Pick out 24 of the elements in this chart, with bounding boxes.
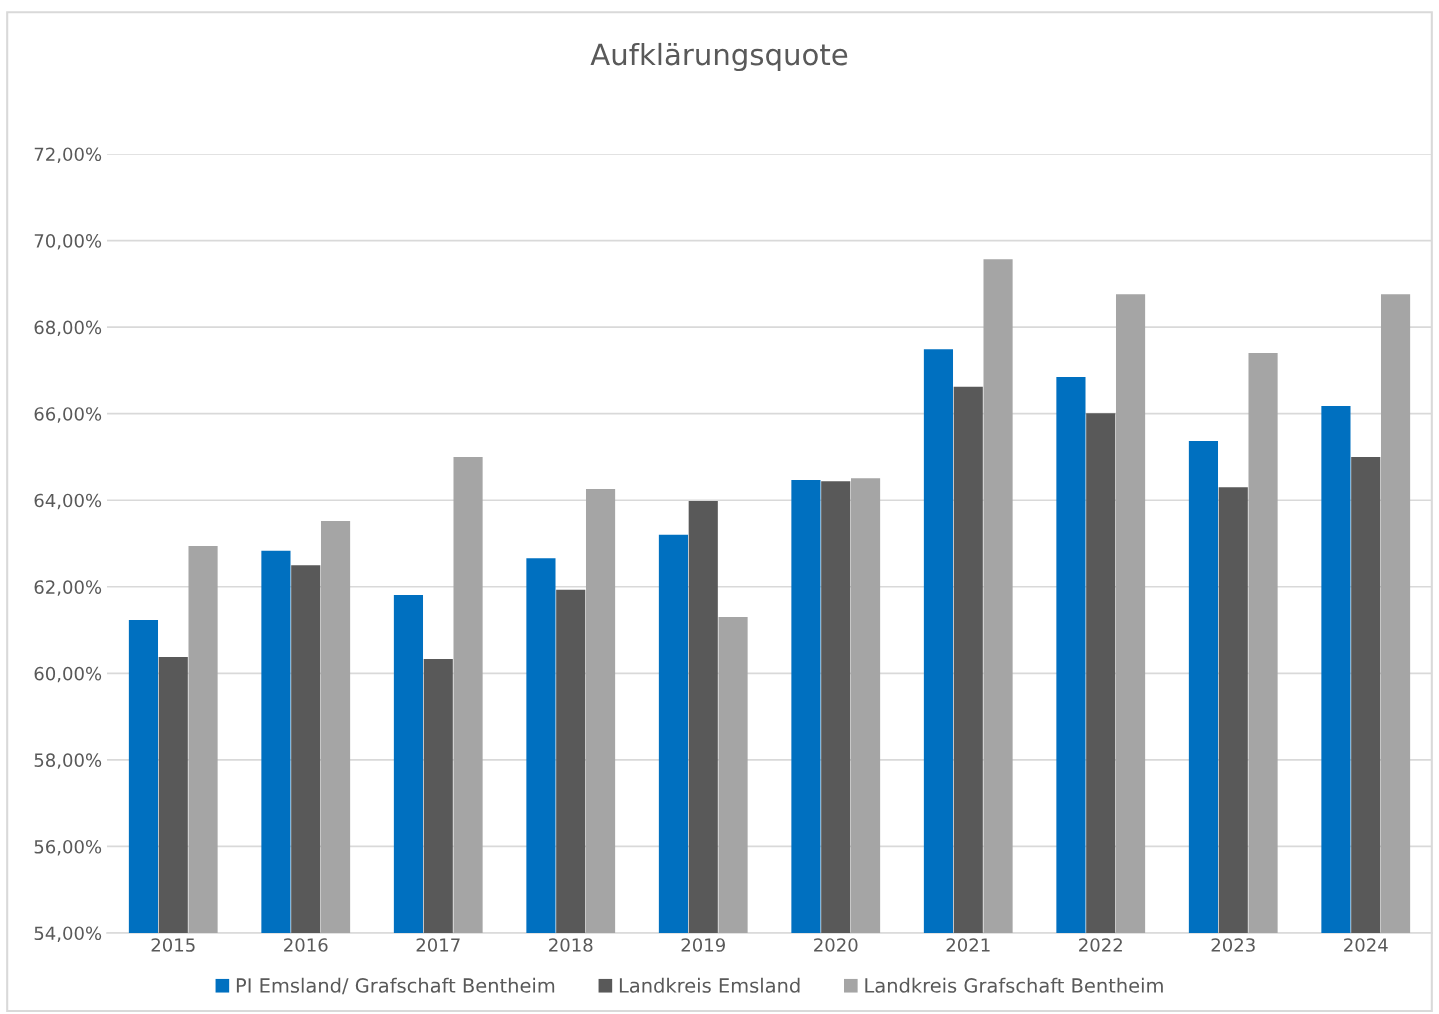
x-tick-label: 2018 — [549, 938, 593, 952]
legend-label: Landkreis Grafschaft Bentheim — [865, 977, 1163, 993]
y-tick-label: 72,00% — [34, 147, 102, 163]
y-tick-label: 60,00% — [34, 666, 102, 683]
y-tick-label: 64,00% — [34, 493, 102, 510]
x-tick-label: 2017 — [416, 938, 460, 952]
x-tick-label: 2022 — [1079, 938, 1122, 952]
y-tick-label: 70,00% — [34, 234, 102, 250]
x-tick-label: 2023 — [1211, 938, 1255, 952]
y-tick-label: 56,00% — [34, 839, 102, 856]
y-tick-label: 62,00% — [34, 580, 102, 596]
y-tick-label: 68,00% — [34, 320, 102, 337]
y-tick-label: 54,00% — [34, 926, 102, 942]
x-tick-label: 2019 — [681, 938, 725, 952]
chart-title: Aufklärungsquote — [590, 42, 848, 72]
x-tick-label: 2015 — [151, 938, 195, 952]
x-tick-label: 2016 — [284, 938, 328, 952]
x-tick-label: 2020 — [814, 938, 858, 952]
y-tick-label: 58,00% — [34, 753, 102, 769]
x-tick-label: 2024 — [1344, 938, 1388, 952]
y-tick-label: 66,00% — [34, 407, 102, 423]
legend-label: Landkreis Emsland — [619, 977, 800, 993]
legend-label: PI Emsland/ Grafschaft Bentheim — [236, 977, 555, 995]
x-tick-label: 2021 — [946, 938, 990, 952]
